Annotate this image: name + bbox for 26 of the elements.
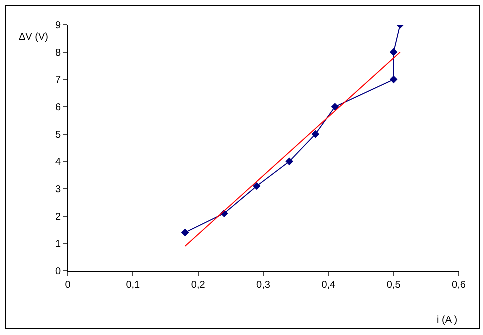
x-tick-label: 0,4 xyxy=(322,280,336,291)
y-tick-label: 1 xyxy=(55,239,62,250)
y-tick-label: 9 xyxy=(55,20,62,32)
x-tick-label: 0,6 xyxy=(452,280,466,291)
y-tick-label: 4 xyxy=(55,157,62,168)
x-tick-label: 0,3 xyxy=(256,280,271,291)
x-axis-title: i (A ) xyxy=(437,315,458,326)
point xyxy=(390,48,398,56)
y-tick-label: 3 xyxy=(55,184,62,196)
y-tick-label: 8 xyxy=(55,48,62,59)
y-tick-label: 7 xyxy=(55,75,62,86)
point xyxy=(331,103,340,111)
point xyxy=(390,76,398,84)
y-tick-label: 2 xyxy=(55,212,62,223)
x-tick-label: 0,2 xyxy=(191,280,206,291)
point xyxy=(286,158,294,166)
y-axis-title: ΔV (V) xyxy=(19,32,48,43)
point xyxy=(253,182,261,190)
x-tick-label: 0 xyxy=(65,280,72,291)
point xyxy=(312,130,320,138)
x-tick-label: 0,1 xyxy=(126,280,141,291)
x-tick-label: 0,5 xyxy=(386,280,402,291)
point xyxy=(181,228,190,237)
y-tick-label: 0 xyxy=(55,266,62,278)
y-tick-label: 6 xyxy=(55,102,62,114)
y-tick-label: 5 xyxy=(55,130,62,141)
